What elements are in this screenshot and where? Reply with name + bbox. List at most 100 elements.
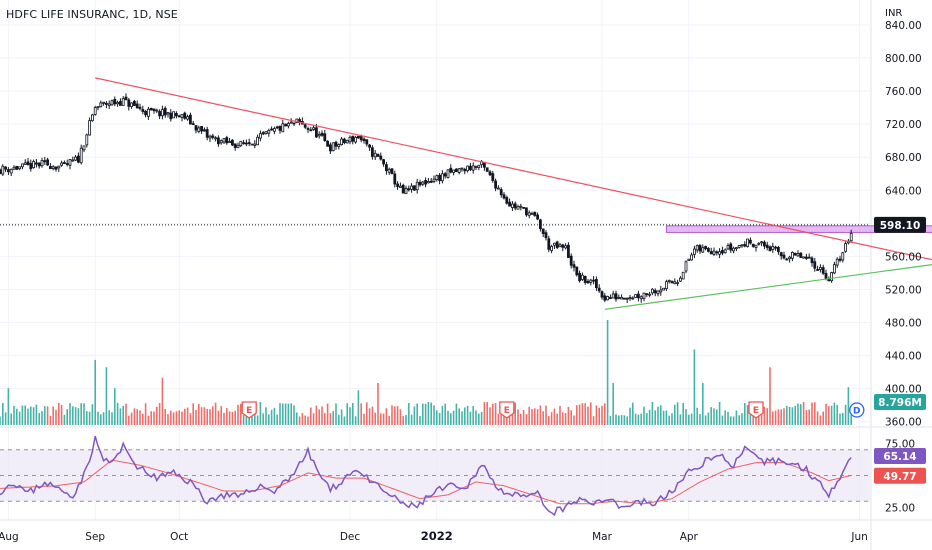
- volume-bar: [444, 403, 446, 425]
- earnings-label: E: [246, 406, 252, 416]
- candle-body: [200, 126, 204, 132]
- candle-body: [127, 99, 131, 107]
- candle-body: [191, 123, 195, 126]
- candle-body: [634, 294, 637, 298]
- volume-bar: [91, 404, 94, 425]
- price-tick-label: 840.00: [885, 20, 922, 32]
- volume-bar: [522, 410, 525, 425]
- candle-body: [597, 287, 601, 292]
- volume-bar: [464, 407, 466, 425]
- volume-bar: [763, 406, 766, 425]
- candle-body: [513, 203, 517, 209]
- candle-body: [645, 293, 649, 296]
- volume-bar: [360, 403, 362, 425]
- candle-body: [693, 248, 696, 255]
- candle-body: [342, 138, 346, 144]
- volume-bar: [564, 413, 567, 425]
- candle-body: [547, 238, 551, 250]
- volume-bar: [128, 415, 130, 425]
- value-badges: 598.10 8.796M 65.14 49.77: [874, 216, 926, 484]
- volume-bar: [164, 409, 166, 425]
- volume-bar: [296, 412, 298, 425]
- volume-bar: [833, 402, 836, 425]
- volume-bar: [520, 413, 522, 425]
- candle-body: [272, 128, 276, 132]
- candle-body: [779, 252, 783, 257]
- volume-bar: [212, 406, 214, 425]
- candle-body: [432, 178, 436, 182]
- candle-body: [135, 103, 139, 109]
- volume-bar: [576, 405, 578, 425]
- price-tick-label: 680.00: [885, 152, 922, 164]
- volume-bar: [60, 404, 63, 425]
- candle-body: [704, 246, 707, 250]
- volume-bar: [615, 414, 617, 425]
- volume-bar: [270, 409, 273, 425]
- candle-body: [345, 139, 349, 144]
- descending-trendline[interactable]: [95, 77, 932, 262]
- current-price-badge: 598.10: [880, 220, 921, 232]
- volume-bar: [382, 413, 385, 425]
- volume-bar: [35, 404, 38, 425]
- candle-body: [401, 184, 405, 194]
- volume-bar: [114, 388, 116, 425]
- candle-body: [810, 257, 814, 264]
- candle-body: [323, 133, 327, 141]
- candle-body: [376, 154, 380, 157]
- candle-body: [726, 245, 730, 250]
- candle-body: [9, 168, 13, 174]
- volume-bar: [167, 414, 169, 425]
- volume-bar: [811, 402, 813, 425]
- volume-bar: [836, 405, 838, 425]
- volume-bar: [290, 403, 292, 425]
- candle-body: [379, 155, 383, 160]
- volume-bar: [732, 416, 735, 425]
- volume-bar: [30, 406, 32, 425]
- earnings-label: E: [753, 406, 759, 416]
- candle-body: [7, 169, 10, 173]
- trendlines[interactable]: [95, 77, 932, 310]
- volume-bar: [349, 407, 351, 425]
- earnings-badge-shape: [241, 401, 257, 419]
- candle-body: [740, 244, 744, 247]
- candle-body: [429, 180, 433, 183]
- volume-bar: [195, 409, 197, 425]
- volume-bar: [730, 416, 732, 425]
- volume-bar: [97, 411, 99, 425]
- candle-body: [197, 127, 201, 133]
- volume-bar: [545, 405, 547, 425]
- candle-body: [65, 163, 69, 165]
- candle-body: [160, 109, 164, 117]
- volume-bar: [609, 416, 612, 425]
- volume-bar: [268, 414, 270, 425]
- candle-body: [384, 164, 388, 171]
- candle-body: [404, 188, 408, 195]
- volume-bar: [332, 411, 334, 425]
- volume-bar: [626, 416, 628, 425]
- candle-body: [202, 129, 206, 132]
- earnings-label: E: [504, 406, 510, 416]
- candle-body: [138, 106, 142, 109]
- volume-bar: [718, 401, 721, 425]
- volume-bar: [7, 388, 10, 425]
- candle-body: [662, 287, 665, 291]
- candle-body: [93, 107, 97, 115]
- volume-bar: [805, 410, 808, 425]
- volume-bar: [130, 412, 133, 425]
- volume-bar: [433, 405, 435, 425]
- volume-bar: [634, 413, 637, 425]
- volume-bar: [447, 410, 449, 425]
- candle-body: [723, 249, 727, 254]
- price-tick-label: 440.00: [885, 351, 922, 363]
- volume-bar: [794, 405, 796, 425]
- ascending-trendline[interactable]: [604, 263, 932, 310]
- candle-body: [292, 122, 296, 125]
- volume-bar: [198, 403, 200, 425]
- candle-body: [768, 246, 772, 252]
- volume-bar: [206, 409, 208, 425]
- candle-body: [625, 297, 629, 300]
- volume-bar: [220, 406, 222, 425]
- candle-body: [337, 144, 341, 147]
- volume-bar: [69, 403, 71, 425]
